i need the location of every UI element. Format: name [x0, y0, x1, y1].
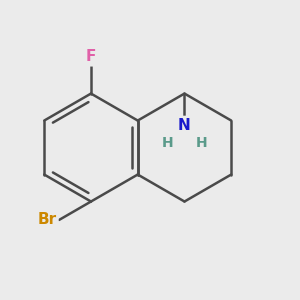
Text: H: H	[196, 136, 208, 150]
Text: H: H	[161, 136, 173, 150]
Text: F: F	[86, 49, 96, 64]
Text: Br: Br	[37, 212, 56, 227]
Text: N: N	[178, 118, 191, 133]
